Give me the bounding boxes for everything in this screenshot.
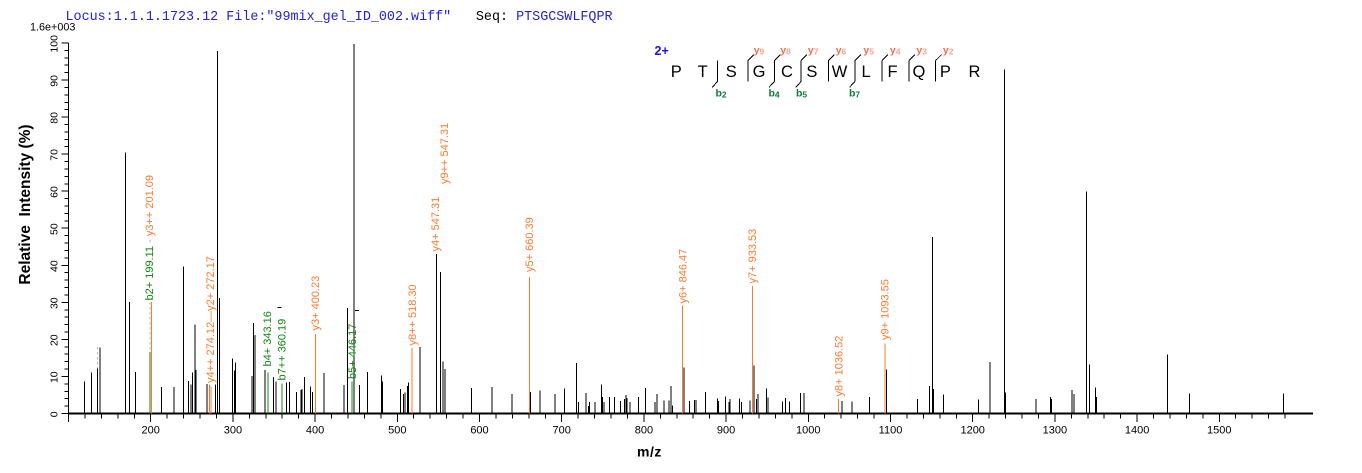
svg-text:y8: y8 <box>780 45 791 57</box>
svg-text:y9: y9 <box>754 45 765 57</box>
svg-text:y8++ 518.30: y8++ 518.30 <box>407 284 419 345</box>
svg-text:400: 400 <box>306 425 324 437</box>
svg-text:10: 10 <box>49 371 61 383</box>
svg-text:S: S <box>726 63 737 81</box>
svg-text:b5: b5 <box>796 88 807 100</box>
svg-text:1.6e+003: 1.6e+003 <box>30 22 75 34</box>
svg-text:1500: 1500 <box>1207 425 1231 437</box>
svg-text:50: 50 <box>49 223 61 235</box>
svg-text:500: 500 <box>388 425 406 437</box>
svg-text:b4: b4 <box>769 88 780 100</box>
svg-text:600: 600 <box>470 425 488 437</box>
svg-text:b2: b2 <box>716 88 727 100</box>
svg-text:1200: 1200 <box>960 425 984 437</box>
svg-text:y7+ 933.53: y7+ 933.53 <box>747 229 759 284</box>
svg-text:y5+ 660.39: y5+ 660.39 <box>524 217 536 272</box>
svg-text:1400: 1400 <box>1125 425 1149 437</box>
svg-text:P: P <box>671 63 682 81</box>
svg-text:100: 100 <box>49 35 61 53</box>
svg-text:1000: 1000 <box>796 425 820 437</box>
svg-text:R: R <box>968 63 980 81</box>
svg-text:G: G <box>753 63 766 81</box>
svg-text:y6: y6 <box>836 45 847 57</box>
svg-text:b7++ 360.19: b7++ 360.19 <box>277 319 289 381</box>
svg-text:200: 200 <box>142 425 160 437</box>
svg-text:70: 70 <box>49 149 61 161</box>
svg-text:T: T <box>698 63 708 81</box>
svg-text:700: 700 <box>553 425 571 437</box>
svg-text:800: 800 <box>635 425 653 437</box>
svg-text:900: 900 <box>717 425 735 437</box>
svg-text:W: W <box>832 63 848 81</box>
svg-text:2+: 2+ <box>655 44 669 58</box>
svg-text:L: L <box>862 63 871 81</box>
svg-text:y8+ 1036.52: y8+ 1036.52 <box>833 336 845 397</box>
svg-text:y9++ 547.31: y9++ 547.31 <box>439 123 451 184</box>
svg-text:PTSGCSWLFQPR: PTSGCSWLFQPR <box>516 10 612 25</box>
svg-text:b7: b7 <box>849 88 860 100</box>
svg-text:300: 300 <box>224 425 242 437</box>
svg-text:F: F <box>887 63 897 81</box>
svg-text:b5+ 446.17: b5+ 446.17 <box>347 324 359 379</box>
svg-text:y9+ 1093.55: y9+ 1093.55 <box>880 279 892 340</box>
svg-text:1100: 1100 <box>879 425 903 437</box>
svg-text:y3: y3 <box>916 45 927 57</box>
svg-text:m/z: m/z <box>637 444 662 460</box>
svg-text:y7: y7 <box>808 45 819 57</box>
svg-text:40: 40 <box>49 260 61 272</box>
svg-text:Relative Intensity (%): Relative Intensity (%) <box>17 124 34 284</box>
svg-text:y5: y5 <box>863 45 874 57</box>
svg-text:Q: Q <box>912 63 925 81</box>
svg-text:20: 20 <box>49 334 61 346</box>
svg-text:S: S <box>806 63 817 81</box>
svg-text:y4++ 274.12—y2+ 272.17: y4++ 274.12—y2+ 272.17 <box>205 256 217 383</box>
svg-text:y6+ 846.47: y6+ 846.47 <box>678 249 690 304</box>
svg-text:Seq:: Seq: <box>476 10 508 25</box>
svg-text:y4: y4 <box>890 45 901 57</box>
svg-text:60: 60 <box>49 186 61 198</box>
svg-text:30: 30 <box>49 297 61 309</box>
svg-text:y4+ 547.31: y4+ 547.31 <box>430 197 442 252</box>
svg-text:1300: 1300 <box>1043 425 1067 437</box>
svg-text:Locus:1.1.1.1723.12 File:"99mi: Locus:1.1.1.1723.12 File:"99mix_gel_ID_0… <box>66 10 452 25</box>
svg-text:80: 80 <box>49 112 61 124</box>
svg-text:b4+ 343.16: b4+ 343.16 <box>262 311 274 366</box>
svg-text:90: 90 <box>49 75 61 87</box>
svg-text:b2+ 199.11 - y3++ 201.09: b2+ 199.11 - y3++ 201.09 <box>144 175 156 301</box>
svg-text:y2: y2 <box>943 45 954 57</box>
svg-text:y3+ 400.23: y3+ 400.23 <box>310 276 322 331</box>
svg-text:0: 0 <box>49 411 61 417</box>
svg-text:P: P <box>940 63 951 81</box>
svg-text:C: C <box>781 63 793 81</box>
